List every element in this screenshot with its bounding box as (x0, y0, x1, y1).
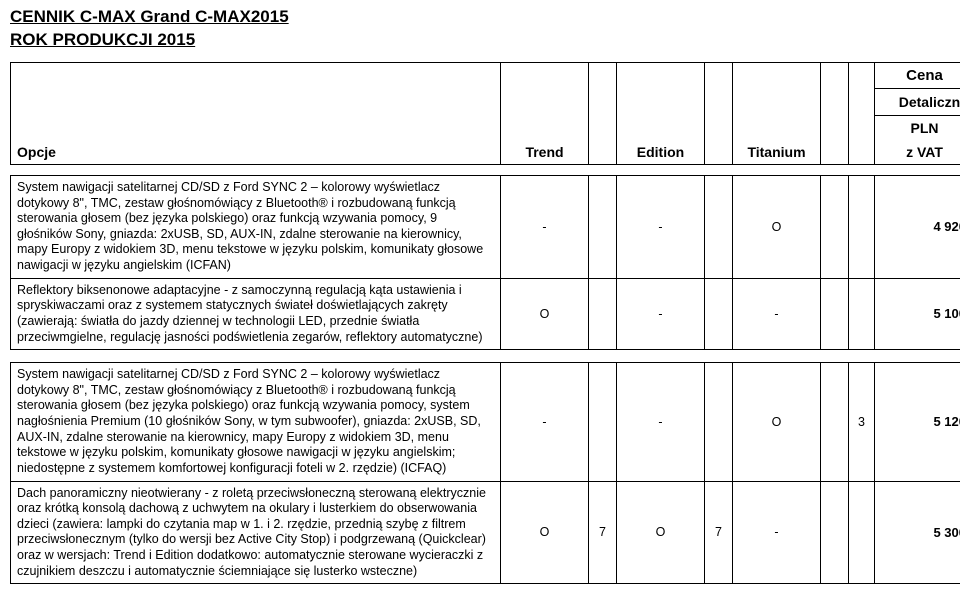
header-divider (11, 164, 960, 175)
table-row: System nawigacji satelitarnej CD/SD z Fo… (11, 363, 960, 481)
cell-p1: 7 (589, 481, 617, 584)
header-detaliczna: Detaliczna (875, 88, 960, 115)
page-title-line2: ROK PRODUKCJI 2015 (10, 29, 950, 52)
cell-note: 3 (849, 363, 875, 481)
header-pln: PLN (875, 115, 960, 140)
cell-edition: - (617, 278, 705, 350)
option-desc: System nawigacji satelitarnej CD/SD z Fo… (11, 175, 501, 278)
header-trim-edition: Edition (617, 140, 705, 165)
cell-price: 5 100 (875, 278, 960, 350)
cell-trend: O (501, 481, 589, 584)
cell-titanium: - (733, 481, 821, 584)
cell-titanium: O (733, 175, 821, 278)
cell-p3 (821, 363, 849, 481)
cell-note (849, 175, 875, 278)
header-cena: Cena (875, 62, 960, 88)
cell-trend: - (501, 363, 589, 481)
header-trim-trend: Trend (501, 140, 589, 165)
page-title-line1: CENNIK C-MAX Grand C-MAX2015 (10, 6, 950, 29)
table-row: System nawigacji satelitarnej CD/SD z Fo… (11, 175, 960, 278)
header-zvat: z VAT (875, 140, 960, 165)
cell-p3 (821, 175, 849, 278)
cell-edition: - (617, 363, 705, 481)
cell-p2 (705, 175, 733, 278)
option-desc: System nawigacji satelitarnej CD/SD z Fo… (11, 363, 501, 481)
cell-price: 5 300 (875, 481, 960, 584)
cell-edition: - (617, 175, 705, 278)
cell-trend: - (501, 175, 589, 278)
cell-p2 (705, 278, 733, 350)
header-opcje: Opcje (11, 140, 501, 165)
option-desc: Reflektory biksenonowe adaptacyjne - z s… (11, 278, 501, 350)
row-divider (11, 350, 960, 363)
cell-p3 (821, 278, 849, 350)
cell-note (849, 481, 875, 584)
cell-p3 (821, 481, 849, 584)
header-row-cena: Cena (11, 62, 960, 88)
cell-titanium: O (733, 363, 821, 481)
cell-price: 5 120 (875, 363, 960, 481)
pricing-table: Cena Detaliczna PLN Opcje Trend Edition … (10, 62, 960, 584)
cell-edition: O (617, 481, 705, 584)
cell-p2 (705, 363, 733, 481)
table-row: Dach panoramiczny nieotwierany - z rolet… (11, 481, 960, 584)
table-row: Reflektory biksenonowe adaptacyjne - z s… (11, 278, 960, 350)
header-row-trims: Opcje Trend Edition Titanium z VAT (11, 140, 960, 165)
cell-p1 (589, 175, 617, 278)
cell-price: 4 920 (875, 175, 960, 278)
cell-p1 (589, 363, 617, 481)
cell-p1 (589, 278, 617, 350)
header-row-detaliczna: Detaliczna (11, 88, 960, 115)
cell-titanium: - (733, 278, 821, 350)
option-desc: Dach panoramiczny nieotwierany - z rolet… (11, 481, 501, 584)
cell-p2: 7 (705, 481, 733, 584)
cell-trend: O (501, 278, 589, 350)
header-trim-titanium: Titanium (733, 140, 821, 165)
header-row-pln: PLN (11, 115, 960, 140)
cell-note (849, 278, 875, 350)
